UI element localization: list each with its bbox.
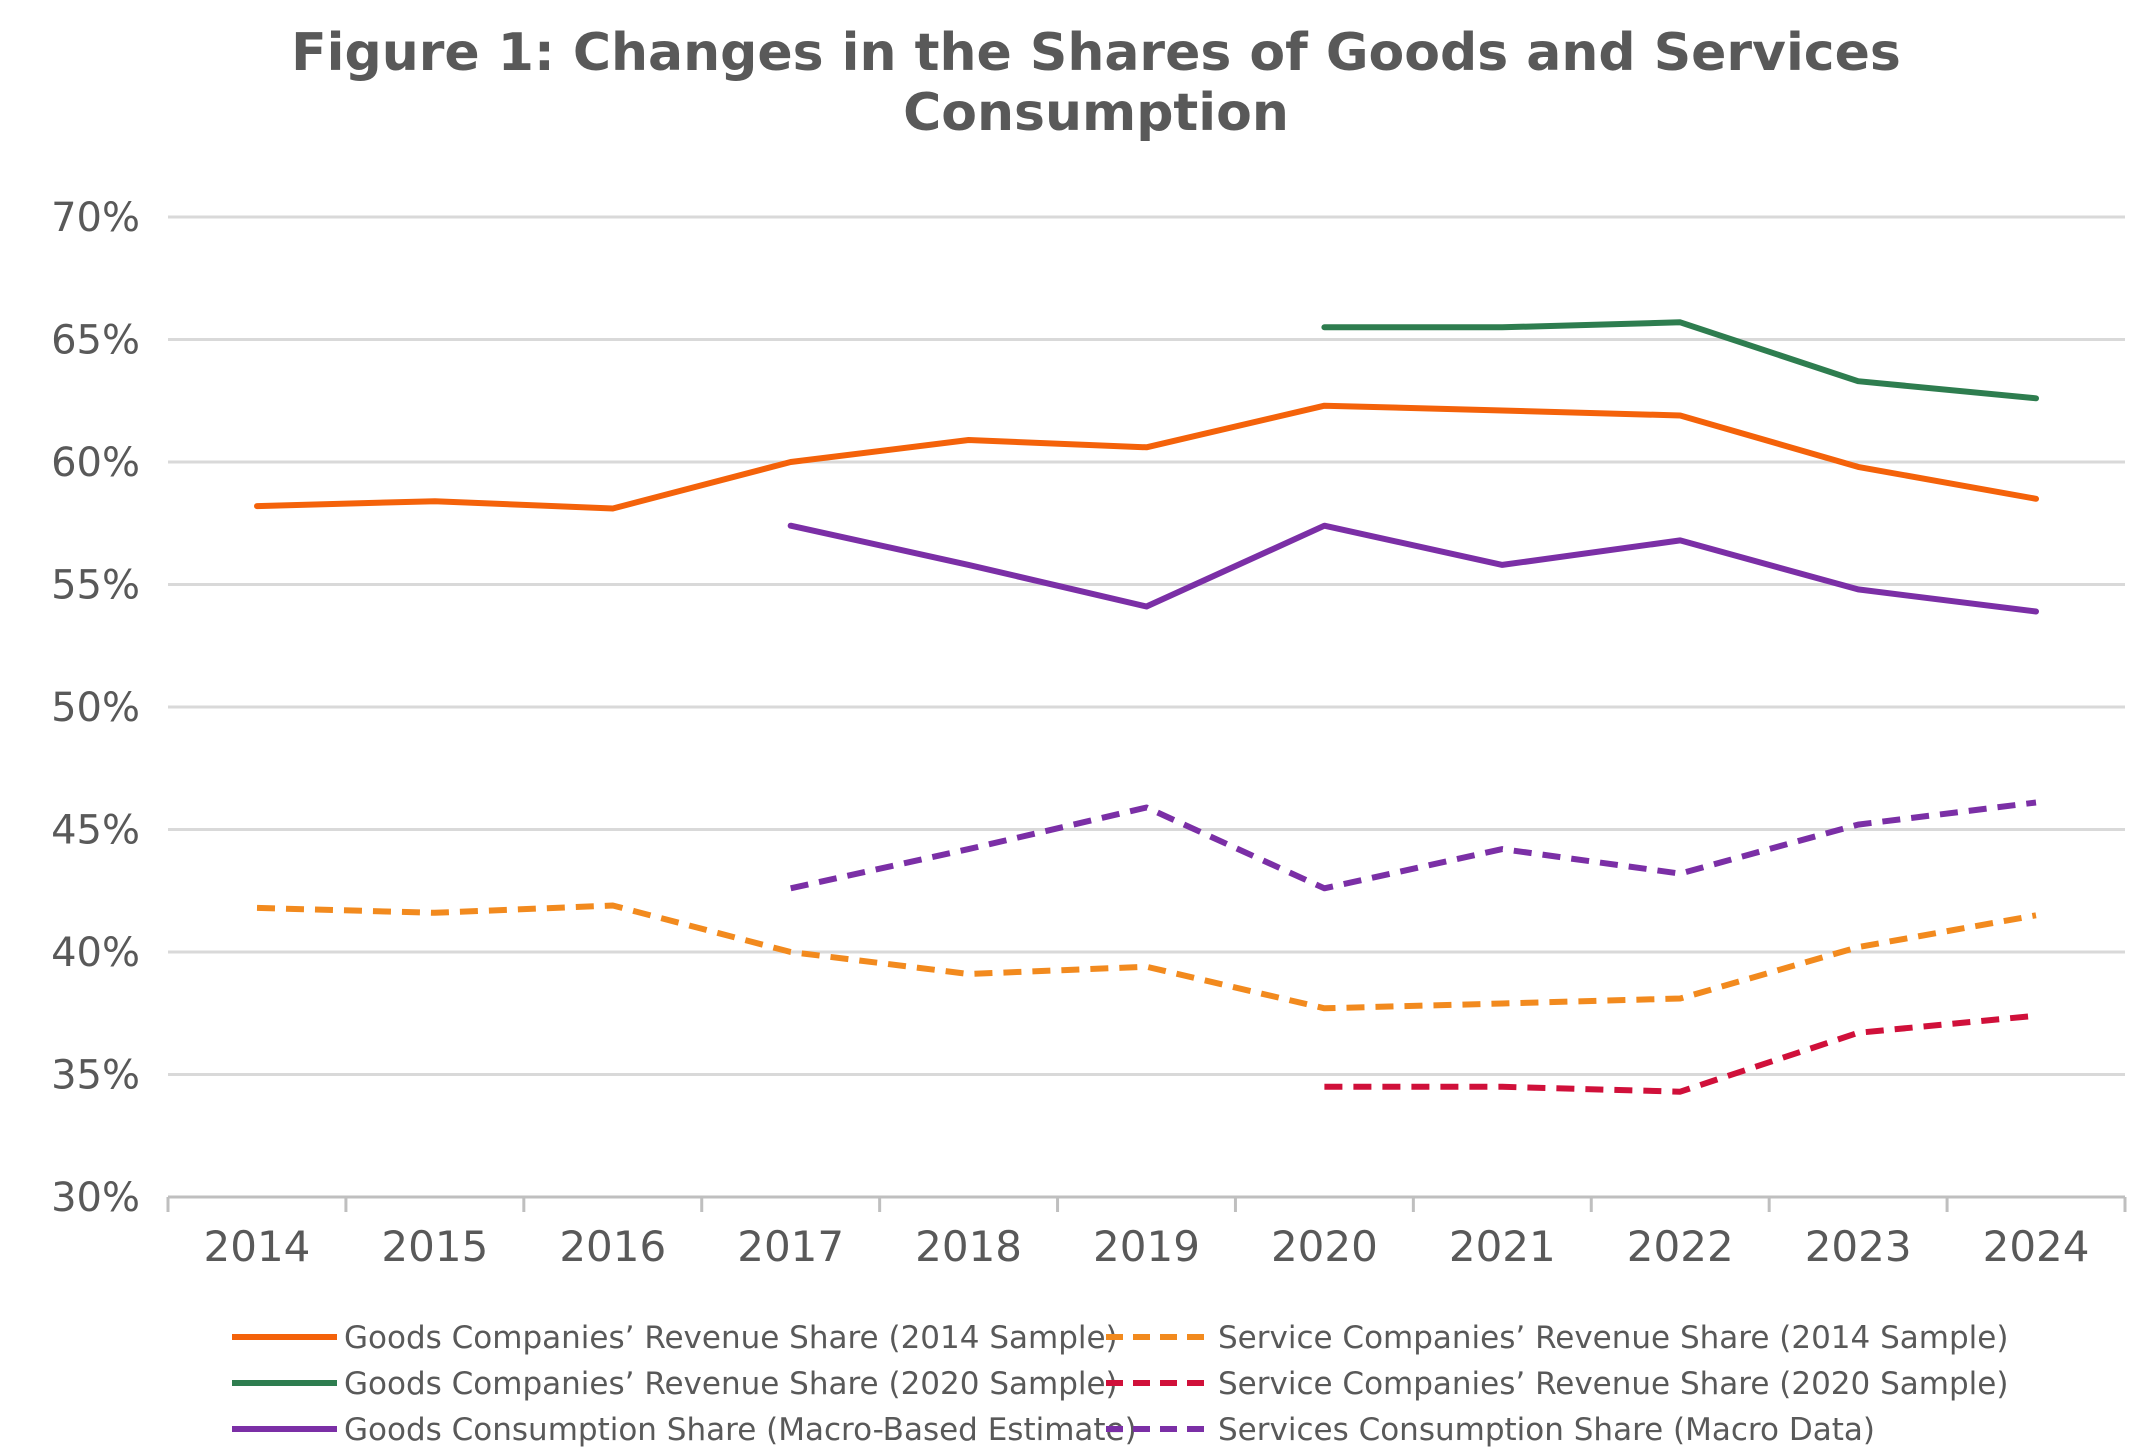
x-axis: 2014 2015 2016 2017 2018 2019 2020 2021 2022 2023… (166, 1195, 2127, 1271)
x-tick-label: 2016 (559, 1222, 666, 1271)
y-axis-ticks: 30% 35% 40% 45% 50% 55% 60% 65% 70% (51, 195, 140, 1221)
y-tick-label: 40% (51, 930, 140, 976)
y-tick-label: 35% (51, 1053, 140, 1099)
y-tick-label: 30% (51, 1175, 140, 1221)
y-tick-label: 60% (51, 440, 140, 486)
x-tick-label: 2018 (915, 1222, 1022, 1271)
series-lines (254, 319, 2039, 1095)
series-line-3 (1321, 319, 2039, 402)
y-tick-label: 65% (51, 318, 140, 364)
legend: Goods Companies’ Revenue Share (2014 Sam… (232, 1320, 2008, 1448)
legend-label-6: Services Consumption Share (Macro Data) (1218, 1412, 1875, 1448)
x-tick-label: 2014 (204, 1222, 311, 1271)
legend-label-1: Goods Companies’ Revenue Share (2014 Sam… (344, 1320, 1118, 1356)
gridlines (168, 215, 2125, 1076)
x-tick-label: 2023 (1805, 1222, 1912, 1271)
y-tick-label: 70% (51, 195, 140, 241)
x-tick-label: 2019 (1093, 1222, 1200, 1271)
series-line-5 (787, 522, 2039, 615)
x-tick-label: 2021 (1449, 1222, 1556, 1271)
x-tick-label: 2022 (1627, 1222, 1734, 1271)
legend-label-5: Goods Consumption Share (Macro-Based Est… (344, 1412, 1137, 1448)
series-line-1 (254, 402, 2039, 512)
legend-label-3: Goods Companies’ Revenue Share (2020 Sam… (344, 1366, 1118, 1402)
x-tick-label: 2017 (737, 1222, 844, 1271)
chart-title-line-1: Figure 1: Changes in the Shares of Goods… (291, 23, 1901, 83)
y-tick-label: 50% (51, 685, 140, 731)
x-tick-label: 2015 (381, 1222, 488, 1271)
legend-label-4: Service Companies’ Revenue Share (2020 S… (1218, 1366, 2008, 1402)
series-line-2 (256, 902, 2037, 1012)
series-line-4 (1324, 1012, 2037, 1095)
chart-title-line-2: Consumption (903, 83, 1289, 143)
x-tick-label: 2024 (1983, 1222, 2090, 1271)
series-line-6 (790, 799, 2037, 892)
legend-label-2: Service Companies’ Revenue Share (2014 S… (1218, 1320, 2008, 1356)
y-tick-label: 55% (51, 563, 140, 609)
y-tick-label: 45% (51, 808, 140, 854)
x-tick-label: 2020 (1271, 1222, 1378, 1271)
